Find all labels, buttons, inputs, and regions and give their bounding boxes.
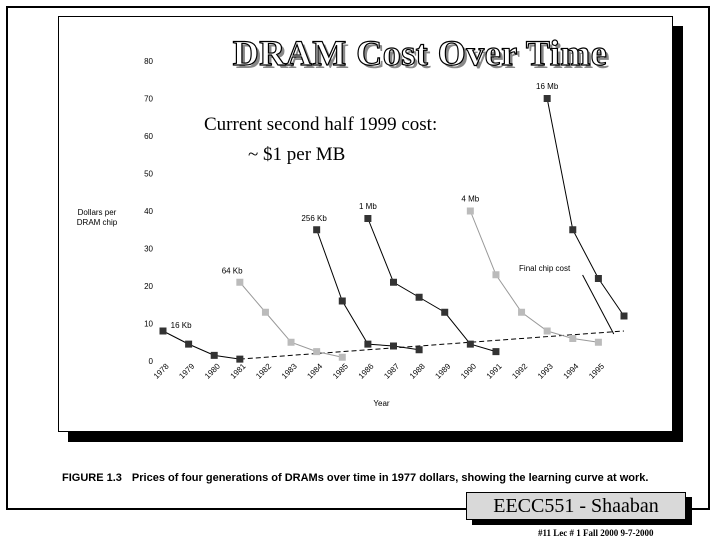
data-point xyxy=(159,327,167,335)
data-point xyxy=(338,353,346,361)
x-tick-label: 1984 xyxy=(305,361,324,380)
series-label: 64 Kb xyxy=(222,266,243,275)
x-tick-label: 1988 xyxy=(408,361,427,380)
data-point xyxy=(313,348,321,356)
y-tick-label: 0 xyxy=(149,357,154,366)
subtitle-line-1: Current second half 1999 cost: xyxy=(204,114,438,135)
y-tick-label: 60 xyxy=(144,132,153,141)
series-line-16-mb xyxy=(546,98,625,317)
figure-caption: FIGURE 1.3 Prices of four generations of … xyxy=(62,472,648,484)
data-point xyxy=(543,95,551,102)
final-cost-trend-line xyxy=(239,330,625,360)
data-point xyxy=(338,297,346,305)
y-tick-label: 80 xyxy=(144,57,153,66)
y-axis-label: DRAM chip xyxy=(77,218,118,227)
series-line-1-mb xyxy=(367,218,497,353)
y-axis-label: Dollars per xyxy=(78,208,117,217)
subtitle-line-2: ~ $1 per MB xyxy=(248,144,346,165)
data-point xyxy=(415,293,423,301)
data-point xyxy=(543,327,551,335)
x-tick-label: 1980 xyxy=(203,361,222,380)
series-label: 256 Kb xyxy=(301,214,327,223)
data-point xyxy=(620,312,628,320)
x-axis-label: Year xyxy=(373,399,390,408)
x-tick-label: 1979 xyxy=(177,361,196,380)
slide-frame xyxy=(6,6,710,510)
data-point xyxy=(441,308,449,316)
x-tick-label: 1987 xyxy=(382,361,401,380)
x-tick-label: 1989 xyxy=(433,361,452,380)
data-point xyxy=(518,308,526,316)
data-point xyxy=(261,308,269,316)
y-tick-label: 50 xyxy=(144,170,153,179)
x-tick-label: 1986 xyxy=(357,361,376,380)
data-point xyxy=(364,340,372,348)
x-tick-label: 1982 xyxy=(254,361,273,380)
data-point xyxy=(569,335,577,342)
series-line-4-mb xyxy=(469,210,599,343)
data-point xyxy=(492,348,500,356)
x-tick-label: 1994 xyxy=(562,361,581,380)
data-point xyxy=(415,346,423,354)
data-point xyxy=(569,226,577,234)
figure-caption-label: FIGURE 1.3 xyxy=(62,472,122,484)
data-point xyxy=(390,342,397,350)
series-label: 16 Kb xyxy=(171,321,192,330)
data-point xyxy=(313,226,321,234)
series-label: Final chip cost xyxy=(519,264,571,273)
y-tick-label: 10 xyxy=(144,320,153,329)
data-point xyxy=(364,215,372,222)
lecture-note: #11 Lec # 1 Fall 2000 9-7-2000 xyxy=(538,528,654,538)
slide-title: DRAM Cost Over Time xyxy=(232,32,608,73)
x-tick-label: 1993 xyxy=(536,361,555,380)
figure-caption-text: Prices of four generations of DRAMs over… xyxy=(131,472,649,484)
series-line-64-kb xyxy=(239,281,343,358)
x-tick-label: 1981 xyxy=(229,361,248,380)
data-point xyxy=(594,275,602,282)
data-point xyxy=(594,338,602,346)
data-point xyxy=(236,355,244,363)
series-label: 1 Mb xyxy=(359,202,377,211)
figure-box xyxy=(58,16,673,432)
x-tick-label: 1978 xyxy=(152,361,171,380)
data-point xyxy=(287,338,295,346)
x-tick-label: 1983 xyxy=(280,361,299,380)
series-label: 4 Mb xyxy=(461,195,479,204)
series-line-256-kb xyxy=(316,229,420,351)
data-point xyxy=(466,340,474,348)
course-label: EECC551 - Shaaban xyxy=(466,492,686,520)
data-point xyxy=(185,340,193,348)
series-line-16-kb xyxy=(162,330,240,360)
x-tick-label: 1991 xyxy=(485,361,504,380)
y-tick-label: 30 xyxy=(144,245,153,254)
x-tick-label: 1992 xyxy=(510,361,529,380)
x-tick-label: 1990 xyxy=(459,361,478,380)
data-point xyxy=(390,278,397,286)
y-tick-label: 20 xyxy=(144,282,153,291)
series-label: 16 Mb xyxy=(536,82,559,91)
data-point xyxy=(492,271,500,279)
y-tick-label: 70 xyxy=(144,95,153,104)
data-point xyxy=(236,278,244,286)
y-tick-label: 40 xyxy=(144,207,153,216)
data-point xyxy=(210,351,218,359)
x-tick-label: 1995 xyxy=(587,361,606,380)
x-tick-label: 1985 xyxy=(331,361,350,380)
data-point xyxy=(466,207,474,215)
final-cost-pointer-line xyxy=(582,274,615,335)
